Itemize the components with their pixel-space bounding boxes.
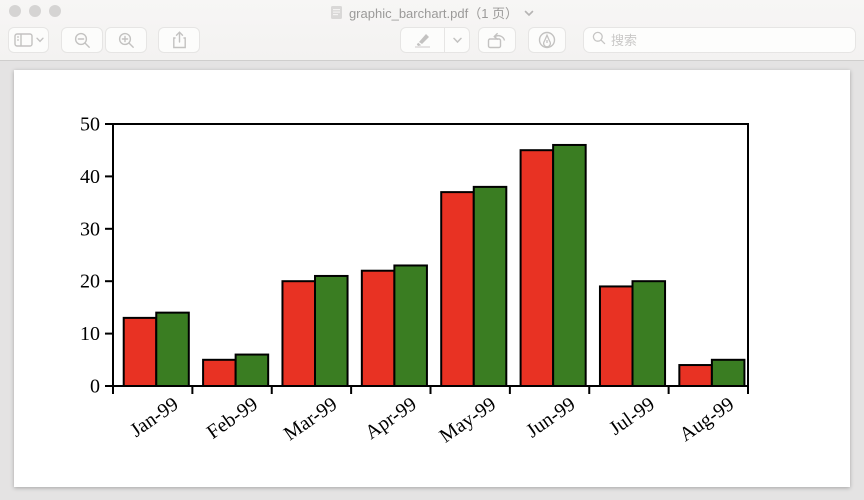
zoom-out-button[interactable]	[61, 27, 103, 53]
highlight-button[interactable]	[401, 32, 444, 48]
bar-green-series-Jul-99	[631, 280, 667, 387]
share-button[interactable]	[158, 27, 200, 53]
highlight-dropdown-button[interactable]	[445, 37, 469, 44]
x-tick-label: Jul-99	[605, 393, 659, 440]
window-titlebar: graphic_barchart.pdf（1 页）	[0, 0, 864, 61]
x-tick-label: Mar-99	[280, 393, 341, 445]
zoom-out-icon	[74, 32, 91, 49]
y-tick-label: 10	[80, 323, 100, 345]
highlight-segmented-control	[400, 27, 470, 53]
y-tick-label: 50	[80, 114, 100, 136]
rotate-left-icon	[487, 32, 507, 49]
search-field[interactable]	[583, 27, 856, 53]
zoom-in-button[interactable]	[105, 27, 147, 53]
y-tick-label: 20	[80, 271, 100, 293]
share-icon	[172, 31, 187, 49]
segment-divider	[444, 28, 445, 52]
rotate-left-button[interactable]	[478, 27, 516, 53]
traffic-lights	[9, 5, 61, 17]
bar-green-series-Jun-99	[552, 143, 587, 387]
bar-green-series-May-99	[472, 185, 508, 387]
bar-red-series-Apr-99	[360, 269, 396, 387]
bar-green-series-Aug-99	[710, 358, 746, 387]
x-tick-label: Feb-99	[203, 393, 262, 444]
title-chevron-down-icon[interactable]	[524, 10, 534, 17]
sidebar-icon	[13, 33, 33, 47]
search-input[interactable]	[611, 32, 847, 48]
x-tick-label: May-99	[436, 393, 500, 447]
bar-red-series-Feb-99	[202, 358, 237, 387]
bar-red-series-Jan-99	[122, 316, 158, 388]
search-icon	[592, 31, 606, 50]
toolbar	[0, 26, 864, 54]
close-button[interactable]	[9, 5, 21, 17]
pdf-document-icon	[330, 5, 343, 20]
highlight-chevron-down-icon	[452, 37, 462, 44]
y-tick-label: 0	[90, 376, 100, 398]
x-tick-label: Apr-99	[361, 393, 421, 444]
bar-red-series-Jul-99	[598, 285, 634, 387]
y-tick-label: 30	[80, 218, 100, 240]
sidebar-toggle-button[interactable]	[8, 27, 49, 53]
bar-chart: 0 10 20 30 40 50 Jan-99 Feb-99 Mar-99 Apr-99 May-9…	[14, 70, 850, 487]
pdf-page: 0 10 20 30 40 50 Jan-99 Feb-99 Mar-99 Apr-99 May-9…	[14, 70, 850, 487]
document-area[interactable]: 0 10 20 30 40 50 Jan-99 Feb-99 Mar-99 Apr-99 May-9…	[0, 62, 864, 500]
bar-red-series-Mar-99	[281, 280, 317, 387]
x-tick-label: Jan-99	[126, 393, 182, 442]
bar-red-series-Aug-99	[678, 364, 713, 388]
sidebar-chevron-down-icon	[35, 37, 44, 43]
x-tick-label: Aug-99	[676, 393, 739, 446]
window-title: graphic_barchart.pdf（1 页）	[348, 5, 519, 21]
y-tick-label: 40	[80, 166, 100, 188]
bar-red-series-May-99	[440, 191, 475, 388]
bar-green-series-Feb-99	[234, 353, 270, 387]
fullscreen-button[interactable]	[49, 5, 61, 17]
bar-green-series-Jan-99	[155, 311, 190, 387]
bar-red-series-Jun-99	[519, 149, 555, 387]
zoom-in-icon	[118, 32, 135, 49]
bar-green-series-Apr-99	[393, 264, 428, 387]
window-title-area: graphic_barchart.pdf（1 页）	[0, 3, 864, 21]
markup-button[interactable]	[528, 27, 566, 53]
markup-pen-icon	[538, 31, 556, 49]
minimize-button[interactable]	[29, 5, 41, 17]
highlighter-icon	[413, 32, 433, 48]
x-tick-label: Jun-99	[522, 393, 579, 442]
bar-green-series-Mar-99	[314, 274, 349, 388]
